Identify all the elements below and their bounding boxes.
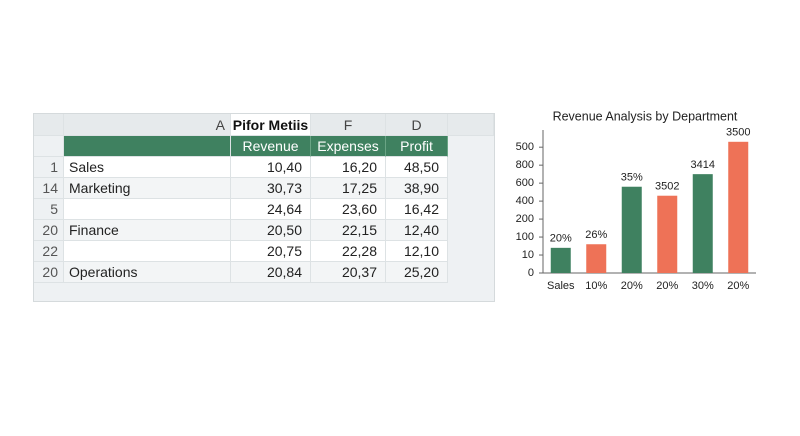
row-label[interactable]: Sales [64, 157, 231, 178]
row-label[interactable]: Finance [64, 220, 231, 241]
y-tick-label: 0 [528, 267, 534, 279]
row-label[interactable]: Marketing [64, 178, 231, 199]
row-number: 1 [34, 157, 64, 178]
bar-label: 3414 [691, 159, 715, 171]
field-header: Revenue [231, 136, 311, 157]
bar [586, 244, 607, 273]
bar-label: 3502 [655, 181, 679, 193]
cell[interactable]: 38,90 [386, 178, 448, 199]
x-tick-label: 20% [621, 280, 643, 292]
x-tick-label: 20% [727, 280, 749, 292]
row-label[interactable] [64, 199, 231, 220]
field-header [64, 136, 231, 157]
x-tick-label: 10% [585, 280, 607, 292]
row-number: 22 [34, 241, 64, 262]
bar-label: 3500 [726, 127, 750, 139]
spreadsheet: A Pifor Metiis F D Revenue Expenses Profit 1 Sal… [33, 113, 495, 302]
bar [692, 174, 713, 273]
bar-label: 20% [550, 233, 572, 245]
y-tick-label: 600 [516, 177, 534, 189]
row-label[interactable]: Operations [64, 262, 231, 283]
y-tick-label: 200 [516, 213, 534, 225]
row-header [34, 136, 64, 157]
cell[interactable]: 16,20 [311, 157, 386, 178]
cell[interactable]: 22,15 [311, 220, 386, 241]
cell[interactable]: 30,73 [231, 178, 311, 199]
cell[interactable]: 20,50 [231, 220, 311, 241]
bar [728, 141, 749, 273]
row-number: 5 [34, 199, 64, 220]
column-header[interactable]: F [311, 114, 386, 136]
cell[interactable]: 25,20 [386, 262, 448, 283]
bar-label: 26% [585, 229, 607, 241]
column-header[interactable]: A [64, 114, 231, 136]
cell[interactable]: 12,40 [386, 220, 448, 241]
column-header [448, 114, 494, 136]
cell[interactable]: 16,42 [386, 199, 448, 220]
column-header[interactable]: D [386, 114, 448, 136]
cell[interactable]: 22,28 [311, 241, 386, 262]
cell[interactable]: 10,40 [231, 157, 311, 178]
chart-title: Revenue Analysis by Department [553, 109, 738, 123]
cell[interactable]: 20,84 [231, 262, 311, 283]
y-tick-label: 500 [516, 141, 534, 153]
row-label[interactable] [64, 241, 231, 262]
bar-label: 35% [621, 172, 643, 184]
x-tick-label: Sales [547, 280, 575, 292]
bar [621, 186, 642, 273]
column-header[interactable]: Pifor Metiis [231, 114, 311, 136]
y-tick-label: 400 [516, 195, 534, 207]
field-header: Expenses [311, 136, 386, 157]
cell[interactable]: 17,25 [311, 178, 386, 199]
y-tick-label: 800 [516, 159, 534, 171]
bar [550, 247, 571, 273]
row-number: 20 [34, 262, 64, 283]
cell[interactable]: 24,64 [231, 199, 311, 220]
field-header: Profit [386, 136, 448, 157]
x-tick-label: 20% [656, 280, 678, 292]
x-tick-label: 30% [692, 280, 714, 292]
corner [34, 114, 64, 136]
y-tick-label: 10 [522, 249, 534, 261]
cell[interactable]: 23,60 [311, 199, 386, 220]
chart: Revenue Analysis by Department 0 10 100 200… [516, 109, 756, 292]
cell[interactable]: 20,75 [231, 241, 311, 262]
bar [657, 195, 678, 273]
cell[interactable]: 20,37 [311, 262, 386, 283]
row-number: 20 [34, 220, 64, 241]
row-number: 14 [34, 178, 64, 199]
y-tick-label: 100 [516, 231, 534, 243]
cell[interactable]: 48,50 [386, 157, 448, 178]
cell[interactable]: 12,10 [386, 241, 448, 262]
